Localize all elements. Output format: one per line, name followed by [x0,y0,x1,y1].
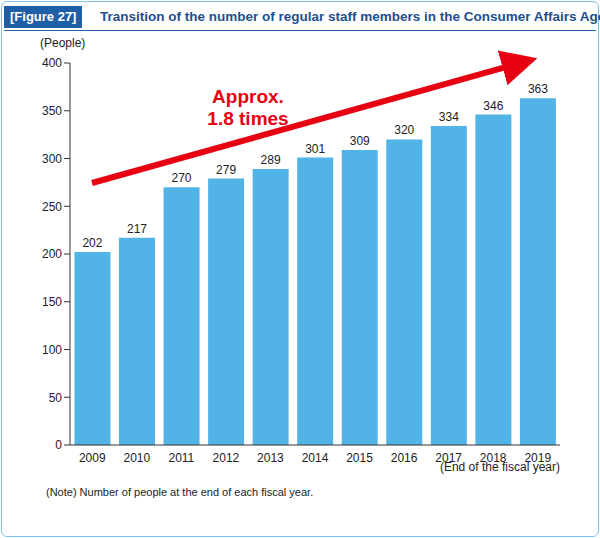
svg-text:0: 0 [55,438,62,452]
svg-text:202: 202 [82,236,102,250]
svg-text:Approx.: Approx. [212,86,284,107]
svg-text:2013: 2013 [257,451,284,465]
svg-text:200: 200 [42,247,62,261]
svg-text:270: 270 [172,171,192,185]
svg-text:279: 279 [216,163,236,177]
svg-text:217: 217 [127,222,147,236]
svg-text:300: 300 [42,152,62,166]
svg-text:2009: 2009 [79,451,106,465]
svg-text:50: 50 [49,391,63,405]
svg-text:2015: 2015 [346,451,373,465]
svg-text:309: 309 [350,134,370,148]
svg-text:346: 346 [483,99,503,113]
svg-text:289: 289 [261,153,281,167]
svg-text:350: 350 [42,104,62,118]
svg-text:2014: 2014 [302,451,329,465]
svg-text:2010: 2010 [123,451,150,465]
svg-text:150: 150 [42,295,62,309]
svg-text:2012: 2012 [213,451,240,465]
svg-text:100: 100 [42,343,62,357]
svg-text:301: 301 [305,142,325,156]
svg-text:2016: 2016 [391,451,418,465]
svg-text:400: 400 [42,56,62,70]
svg-text:320: 320 [394,123,414,137]
svg-text:2011: 2011 [168,451,194,465]
svg-text:1.8 times: 1.8 times [207,108,288,129]
svg-text:334: 334 [439,110,459,124]
svg-text:363: 363 [528,82,548,96]
svg-text:250: 250 [42,200,62,214]
